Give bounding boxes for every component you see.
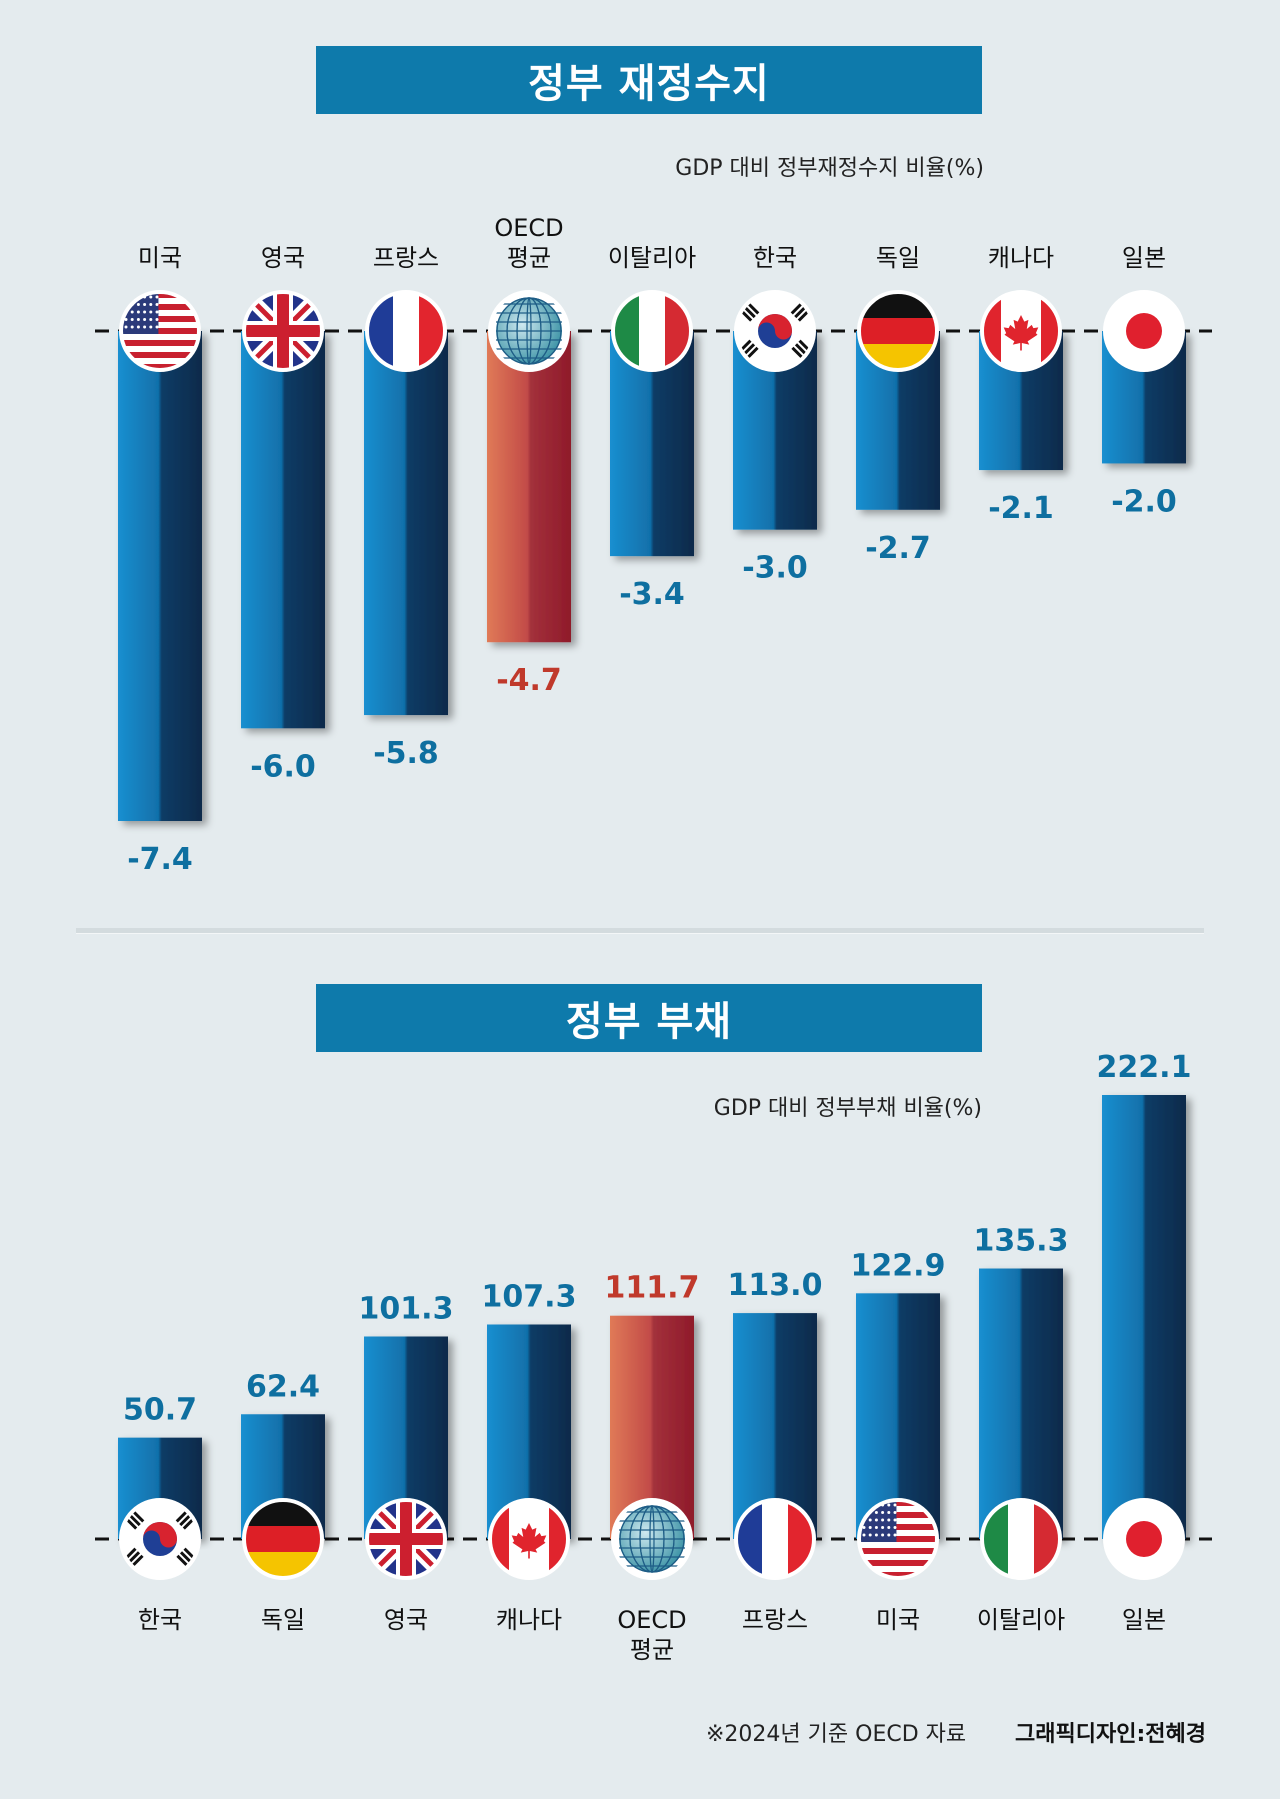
italy-flag-icon [980,1498,1062,1580]
debt-subtitle: GDP 대비 정부부채 비율(%) [713,1096,982,1121]
data-label: -4.7 [496,663,562,698]
bar [241,331,325,729]
category-label: 영국 [384,1606,428,1634]
category-label: 일본 [1122,244,1166,272]
category-label: 미국 [876,1606,920,1634]
category-label: 캐나다 [988,244,1054,272]
germany-flag-icon [242,1498,324,1580]
data-label: -2.0 [1111,484,1177,519]
category-label: 독일 [261,1606,305,1634]
data-label: -3.0 [742,551,808,586]
globe-icon [611,1498,693,1580]
category-label: 독일 [876,244,920,272]
us-flag-icon [857,1498,939,1580]
data-label: 62.4 [246,1369,320,1404]
graphic-credit: 그래픽디자인:전혜경 [1015,1722,1206,1747]
data-label: 222.1 [1097,1050,1192,1085]
data-label: 135.3 [974,1224,1069,1259]
france-flag-icon [734,1498,816,1580]
data-label: 50.7 [123,1393,197,1428]
bar [1102,1095,1186,1539]
debt-title: 정부 부채 [316,984,982,1052]
data-label: -2.1 [988,491,1054,526]
canada-flag-icon [488,1498,570,1580]
category-label: 미국 [138,244,182,272]
data-label: -6.0 [250,749,316,784]
source-note: ※2024년 기준 OECD 자료 [706,1722,967,1747]
uk-flag-icon [365,1498,447,1580]
data-label: 111.7 [605,1271,700,1306]
bar [487,331,571,643]
data-label: 122.9 [851,1248,946,1283]
data-label: 107.3 [482,1279,577,1314]
category-label: OECD [494,214,563,242]
category-label: OECD [617,1606,686,1634]
category-label: 캐나다 [496,1606,562,1634]
bar [364,331,448,716]
category-label: 한국 [138,1606,182,1634]
uk-flag-icon [242,290,324,372]
globe-icon [488,290,570,372]
data-label: -3.4 [619,577,685,612]
category-label: 영국 [261,244,305,272]
korea-flag-icon [734,290,816,372]
category-label: 평균 [507,244,551,272]
category-label: 한국 [753,244,797,272]
category-label: 프랑스 [742,1606,808,1634]
balance-subtitle: GDP 대비 정부재정수지 비율(%) [675,156,984,181]
data-label: 113.0 [728,1268,823,1303]
canada-flag-icon [980,290,1062,372]
category-label: 프랑스 [373,244,439,272]
data-label: -7.4 [127,842,193,877]
category-label: 평균 [630,1636,674,1664]
category-label: 이탈리아 [608,244,696,272]
data-label: -5.8 [373,736,439,771]
korea-flag-icon [119,1498,201,1580]
data-label: -2.7 [865,531,931,566]
japan-flag-icon [1103,290,1185,372]
japan-flag-icon [1103,1498,1185,1580]
bar [118,331,202,821]
balance-title: 정부 재정수지 [316,46,982,114]
data-label: 101.3 [359,1291,454,1326]
section-divider [76,928,1204,934]
bar [979,1268,1063,1539]
category-label: 이탈리아 [977,1606,1065,1634]
category-label: 일본 [1122,1606,1166,1634]
